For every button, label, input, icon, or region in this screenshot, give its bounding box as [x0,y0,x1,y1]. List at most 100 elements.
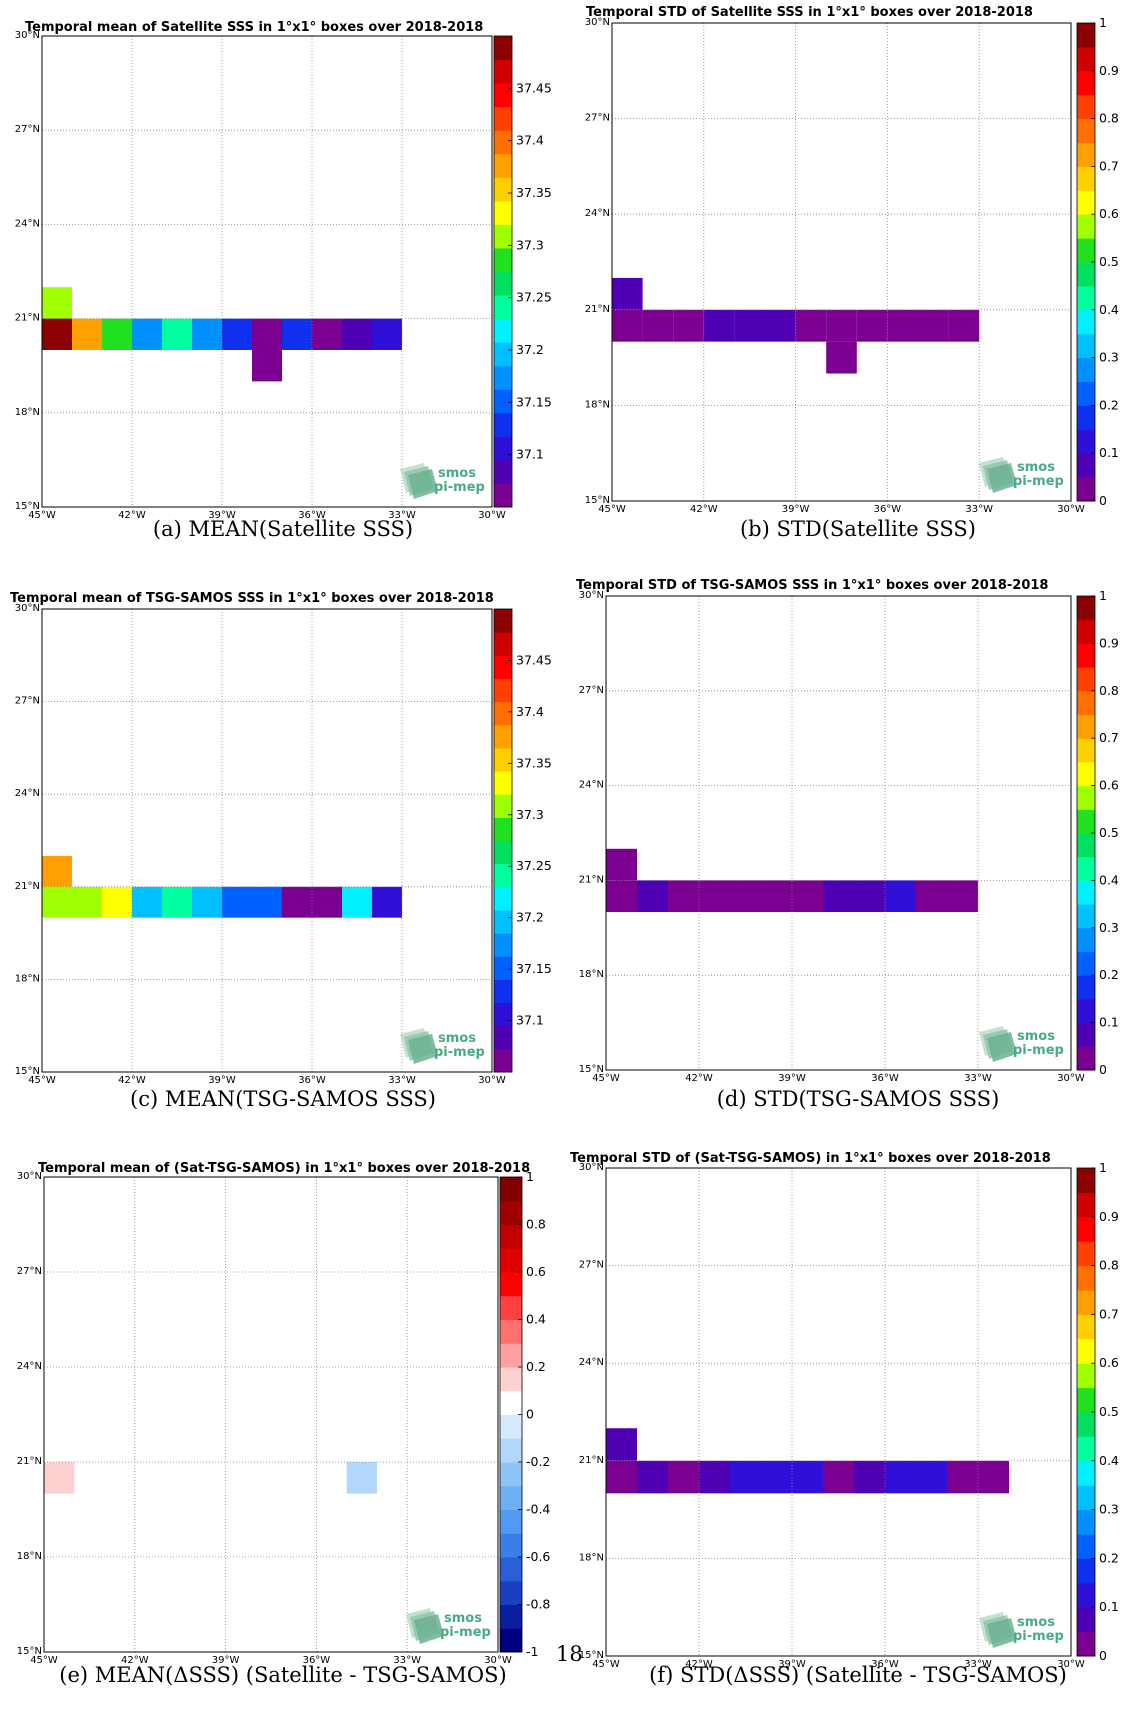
colorbar-swatch [494,956,512,980]
colorbar-tick-label: 37.25 [516,290,552,305]
colorbar-swatch [1077,1290,1095,1315]
grid-cell [699,880,730,912]
grid-cell [606,848,637,881]
colorbar-swatch [500,1248,522,1273]
logo-text-line2: pi-mep [434,480,485,495]
colorbar-swatch [500,1557,522,1582]
y-tick-label: 30°N [585,17,610,28]
y-tick-label: 21°N [579,874,604,885]
x-tick-label: 45°W [592,1073,620,1084]
logo-text-line1: smos [1017,1615,1055,1630]
colorbar-swatch [1077,1436,1095,1462]
colorbar-swatch [1077,1192,1095,1218]
colorbar-swatch [494,817,512,841]
grid-cell [795,309,827,342]
colorbar-swatch [500,1319,522,1344]
colorbar-swatch [1077,927,1095,952]
colorbar-swatch [1077,1412,1095,1437]
y-tick-label: 18°N [579,969,604,980]
x-tick-label: 33°W [964,1659,992,1670]
grid-cell [916,880,947,912]
grid-cell [637,1460,668,1494]
colorbar-swatch [500,1414,522,1439]
x-tick-label: 36°W [298,510,326,521]
colorbar-swatch [1077,1509,1095,1535]
y-tick-label: 18°N [17,1551,42,1562]
x-tick-label: 36°W [874,504,902,515]
colorbar-swatch [1077,477,1095,502]
colorbar-swatch [1077,309,1095,335]
y-tick-label: 27°N [585,113,610,124]
colorbar-swatch [494,459,512,484]
colorbar-tick-label: 0.3 [1099,1502,1119,1517]
x-tick-label: 36°W [871,1659,899,1670]
panel-title: Temporal mean of Satellite SSS in 1°x1° … [25,20,483,35]
colorbar-tick-label: 0.2 [1099,967,1119,982]
y-tick-label: 30°N [579,1162,604,1173]
colorbar-swatch [500,1533,522,1558]
x-tick-label: 39°W [778,1073,806,1084]
colorbar-tick-label: 37.4 [516,704,544,719]
logo-text-line2: pi-mep [1013,1043,1064,1058]
colorbar-tick-label: 0.8 [1099,1258,1119,1273]
grid-cell [887,309,918,342]
colorbar-swatch [494,295,512,320]
colorbar-swatch [494,1048,512,1073]
grid-cell [978,1460,1009,1494]
grid-cell [792,1460,823,1494]
x-tick-label: 42°W [690,504,718,515]
colorbar-swatch [1077,714,1095,739]
logo-text-line2: pi-mep [1013,1629,1064,1644]
panel-title: Temporal mean of (Sat-TSG-SAMOS) in 1°x1… [38,1161,530,1176]
grid-cell [642,309,674,342]
colorbar-swatch [494,483,512,508]
colorbar: 37.1 37.15 37.2 37.25 37.3 37.35 37.4 37.45 [493,35,552,508]
y-tick-label: 24°N [579,1357,604,1368]
grid-cell [826,309,857,342]
grid-cell [885,1460,916,1494]
y-tick-label: 18°N [15,407,40,418]
grid-cell [699,1460,730,1494]
colorbar-swatch [1077,142,1095,167]
y-tick-label: 18°N [585,399,610,410]
colorbar-swatch [494,909,512,934]
colorbar: 0 0.1 0.2 0.3 0.4 0.5 0.6 0.7 0.8 0.9 1 [1076,588,1119,1077]
colorbar-swatch [1077,23,1095,48]
colorbar-swatch [1077,1631,1095,1657]
y-tick-label: 24°N [15,788,40,799]
colorbar-swatch [494,632,512,656]
grid-cell [252,886,282,918]
x-tick-label: 45°W [592,1659,620,1670]
colorbar-tick-label: 0 [526,1407,534,1422]
x-tick-label: 42°W [685,1073,713,1084]
colorbar-tick-label: 0.3 [1099,920,1119,935]
colorbar-swatch [1077,214,1095,239]
grid-cell [252,350,282,382]
colorbar-swatch [1077,381,1095,406]
logo-text-line1: smos [1017,460,1055,475]
colorbar-swatch [494,342,512,367]
grid-cell [282,318,312,350]
colorbar-tick-label: 37.15 [516,961,552,976]
colorbar-tick-label: 37.35 [516,755,552,770]
grid-cell [312,886,342,918]
x-tick-label: 39°W [208,1075,236,1086]
x-tick-label: 39°W [782,504,810,515]
colorbar-swatch [1077,880,1095,905]
colorbar-swatch [494,1025,512,1050]
grid-cell [606,1460,637,1494]
colorbar-swatch [500,1367,522,1392]
colorbar-swatch [494,436,512,461]
colorbar-swatch [1077,619,1095,644]
colorbar-swatch [494,724,512,749]
grid-cell [372,886,402,918]
y-tick-label: 21°N [585,304,610,315]
colorbar-swatch [1077,1338,1095,1364]
x-tick-label: 30°W [478,1075,506,1086]
grid-cell [637,880,668,912]
colorbar-tick-label: 0.2 [1099,397,1119,412]
grid-cell [222,886,252,918]
grid-cell [947,880,978,912]
